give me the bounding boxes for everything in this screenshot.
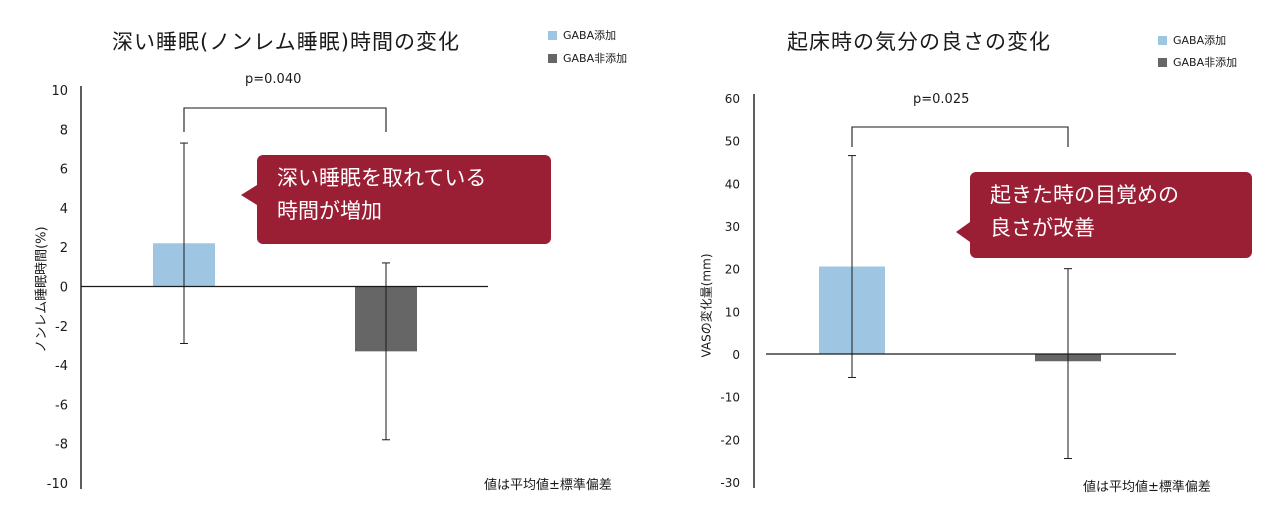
chart-plot-right: 60 50 40 30 20 10 0 -10 -20 -30 [720,92,1176,490]
significance-bracket [851,126,1069,147]
legend-item-gaba-not-added: GABA非添加 [1158,54,1237,70]
y-tick-label: 50 [725,135,740,149]
y-tick-label: 40 [725,177,740,191]
y-tick-label: -2 [55,320,68,335]
y-tick-label: 0 [732,348,740,362]
legend-item-gaba-added: GABA添加 [548,27,616,43]
y-tick-label: -4 [55,359,68,374]
significance-bracket [183,107,387,132]
callout-tail [956,222,970,242]
chart-panel-left: 深い睡眠(ノンレム睡眠)時間の変化 GABA添加 GABA非添加 ノンレム睡眠時… [35,27,628,493]
p-value-label: p=0.025 [913,92,970,107]
y-tick-label: -6 [55,398,68,413]
legend-label-gaba-added: GABA添加 [563,29,617,42]
y-tick-label: 8 [60,123,68,138]
y-tick-label: 2 [60,241,68,256]
chart-panel-right: 起床時の気分の良さの変化 GABA添加 GABA非添加 VASの変化量(mm) … [650,0,1280,524]
legend-swatch-gaba-added [1158,35,1167,45]
y-tick-label: 60 [725,92,740,106]
y-tick-label: -10 [47,477,68,492]
callout-tail [241,185,257,205]
legend-label-gaba-added: GABA添加 [1173,34,1227,47]
callout-box: 深い睡眠を取れている 時間が増加 [241,155,551,244]
y-tick-label: 20 [725,263,740,277]
legend-item-gaba-added: GABA添加 [1158,32,1226,48]
callout-line-1: 深い睡眠を取れている [277,166,487,190]
y-tick-label: -20 [720,433,740,447]
y-tick-label: -10 [720,391,740,405]
y-tick-label: 10 [51,84,68,99]
legend-label-gaba-not-added: GABA非添加 [563,52,628,65]
p-value-label: p=0.040 [245,72,302,87]
y-tick-label: 4 [60,202,68,217]
footnote: 値は平均値±標準偏差 [1083,480,1211,495]
callout-line-2: 時間が増加 [277,199,382,223]
legend-swatch-gaba-not-added [1158,57,1167,67]
y-tick-label: -8 [55,438,68,453]
callout-line-1: 起きた時の目覚めの [990,183,1179,207]
footnote: 値は平均値±標準偏差 [484,478,612,493]
legend-swatch-gaba-added [548,30,557,40]
legend-item-gaba-not-added: GABA非添加 [548,50,627,66]
y-tick-label: -30 [720,476,740,490]
callout-box: 起きた時の目覚めの 良さが改善 [956,172,1252,258]
y-tick-label: 6 [60,163,68,178]
y-tick-label: 0 [60,281,68,296]
chart-title: 深い睡眠(ノンレム睡眠)時間の変化 [112,30,460,54]
chart-title: 起床時の気分の良さの変化 [787,30,1051,54]
chart-plot-left: 10 8 6 4 2 0 -2 -4 -6 -8 -10 [47,84,488,492]
y-tick-label: 30 [725,220,740,234]
legend-swatch-gaba-not-added [548,53,557,63]
y-tick-label: 10 [725,305,740,319]
callout-line-2: 良さが改善 [990,216,1095,240]
legend-label-gaba-not-added: GABA非添加 [1173,56,1238,69]
